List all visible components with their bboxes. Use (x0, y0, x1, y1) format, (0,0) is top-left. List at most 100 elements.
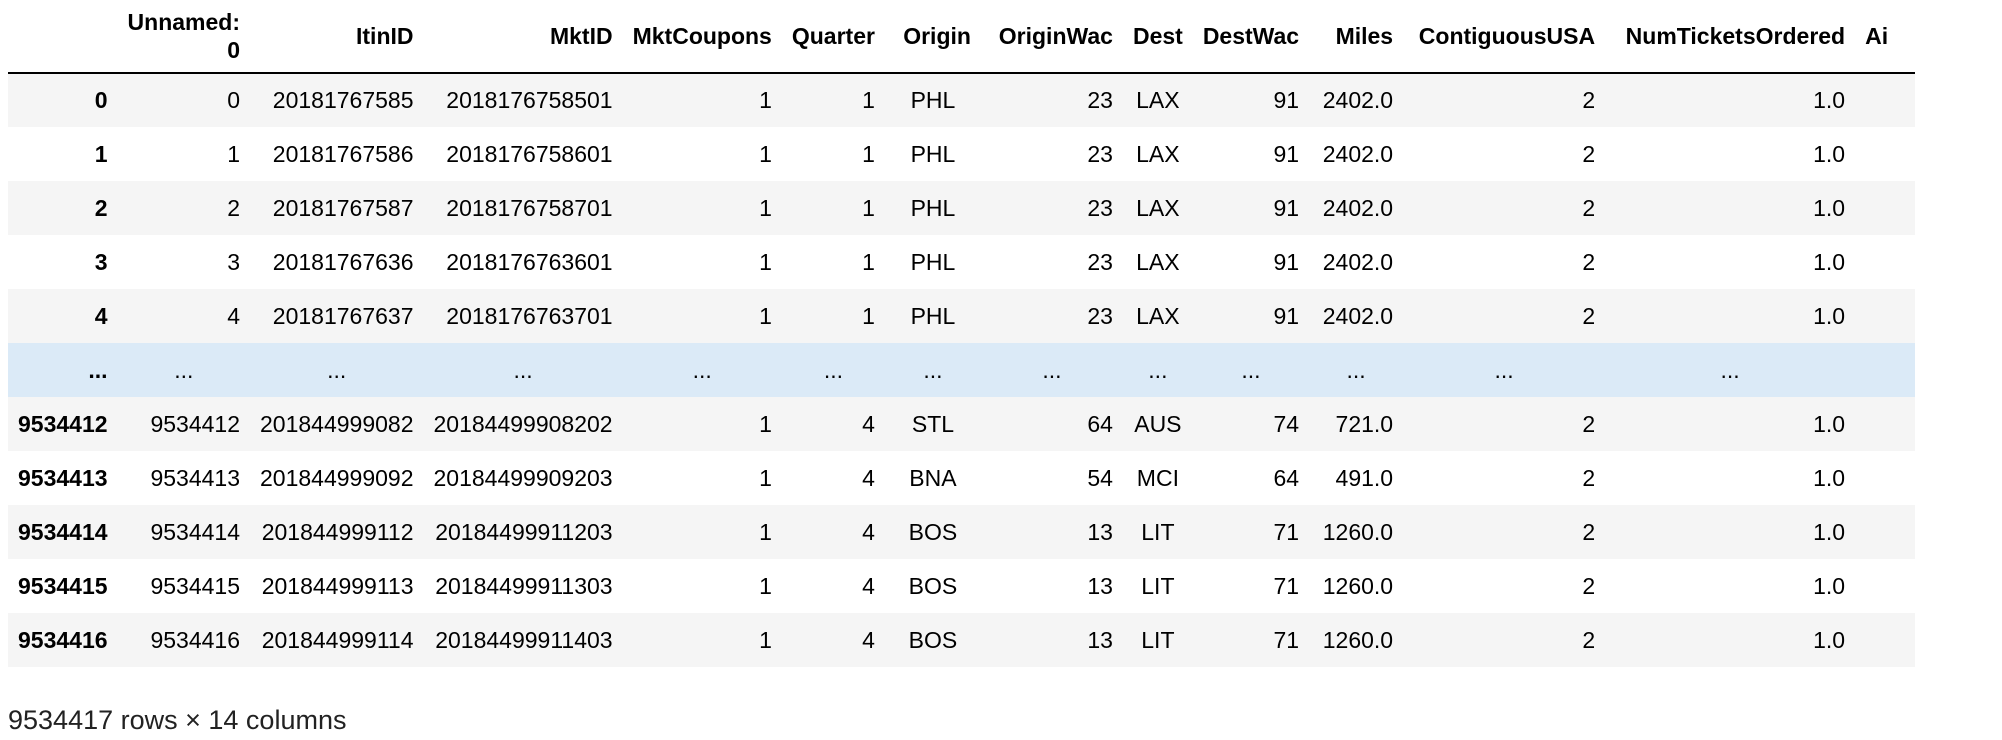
table-cell: 1.0 (1813, 410, 1846, 437)
table-cell: BOS (908, 626, 958, 653)
table-cell: 1260.0 (1322, 626, 1394, 653)
table-row: 9534412 9534412 201844999082 20184499908202… (8, 397, 1916, 451)
table-cell: 1.0 (1813, 626, 1846, 653)
table-cell: 1.0 (1813, 140, 1846, 167)
table-cell: 13 (1087, 572, 1113, 599)
table-cell: 23 (1087, 140, 1113, 167)
table-cell: BOS (908, 518, 958, 545)
table-cell: 2 (1582, 248, 1596, 275)
table-cell: 20184499911303 (435, 572, 613, 599)
table-cell (1855, 235, 1915, 289)
table-cell: STL (911, 410, 955, 437)
table-cell: 91 (1273, 140, 1300, 167)
column-header: NumTicketsOrdered (1605, 0, 1856, 74)
table-cell: 201844999112 (261, 518, 414, 545)
table-cell: PHL (910, 87, 956, 113)
column-header: ContiguousUSA (1403, 0, 1606, 74)
table-cell: 1 (759, 626, 772, 653)
table-cell (1855, 505, 1915, 559)
table-cell: 54 (1087, 464, 1113, 491)
header-row: Unnamed: 0 ItinID MktID MktCoupons Quarter Or… (8, 0, 1916, 74)
table-cell: 201844999092 (260, 464, 414, 491)
row-index: 9534413 (18, 464, 108, 491)
table-row: 9534414 9534414 201844999112 20184499911203… (8, 505, 1916, 559)
table-row: 0 0 20181767585 2018176758501 1 1 PHL 23 LAX 91 24… (8, 73, 1916, 127)
table-cell: ... (1346, 356, 1366, 383)
table-cell (1855, 73, 1915, 127)
table-cell: BNA (909, 464, 957, 491)
table-cell: 20181767587 (272, 194, 414, 221)
table-cell: 20181767637 (272, 302, 414, 329)
table-row: 9534416 9534416 201844999114 20184499911403… (8, 613, 1916, 667)
row-index: 9534412 (18, 410, 108, 437)
table-cell: 1 (862, 194, 875, 221)
column-header: Dest (1122, 0, 1193, 74)
table-cell: 2 (1582, 572, 1596, 599)
table-cell: 91 (1273, 302, 1300, 329)
table-cell: 2 (1582, 518, 1596, 545)
table-cell: 91 (1273, 194, 1300, 221)
table-cell: 91 (1273, 248, 1300, 275)
table-cell: 2018176763701 (446, 302, 613, 329)
table-cell: AUS (1134, 410, 1182, 437)
table-cell: 2018176763601 (446, 248, 613, 275)
table-cell (1855, 289, 1915, 343)
table-cell: 2 (1582, 302, 1596, 329)
table-cell: 23 (1087, 194, 1113, 221)
table-cell: 2 (1582, 626, 1596, 653)
table-cell (1855, 451, 1915, 505)
table-cell: 74 (1273, 410, 1300, 437)
table-cell: ... (174, 356, 194, 383)
table-cell: 20181767585 (272, 87, 414, 113)
table-cell: 1 (227, 140, 240, 167)
table-cell: ... (1494, 356, 1514, 383)
dataframe-output: Unnamed: 0 ItinID MktID MktCoupons Quarter Or… (8, 0, 2002, 740)
table-cell: 201844999113 (261, 572, 414, 599)
table-cell: 20181767636 (272, 248, 414, 275)
table-cell: 1 (759, 518, 772, 545)
table-cell: 1.0 (1813, 518, 1846, 545)
table-cell: 91 (1273, 87, 1300, 113)
ellipsis-row: ....................................... (8, 343, 1916, 397)
table-cell: 1.0 (1813, 464, 1846, 491)
table-cell: 20184499911203 (435, 518, 613, 545)
column-header: Ai (1855, 0, 1916, 74)
column-header: DestWac (1192, 0, 1310, 74)
row-index: 9534415 (18, 572, 108, 599)
table-cell: 2 (1582, 464, 1596, 491)
table-cell: 9534416 (150, 626, 240, 653)
table-cell: 1.0 (1813, 248, 1846, 275)
table-cell: ... (923, 356, 943, 383)
table-cell: ... (1042, 356, 1062, 383)
row-index: 0 (94, 87, 108, 113)
table-cell: 4 (862, 626, 875, 653)
table-cell: 201844999114 (261, 626, 414, 653)
table-cell: 201844999082 (260, 410, 414, 437)
table-cell (1855, 343, 1915, 397)
row-index: 9534414 (18, 518, 108, 545)
table-cell: 2018176758501 (446, 87, 613, 113)
table-row: 3 3 20181767636 2018176763601 1 1 PHL 23 LAX 91 24… (8, 235, 1916, 289)
column-header: Quarter (781, 0, 885, 74)
table-cell: 2402.0 (1322, 248, 1394, 275)
column-header: Miles (1309, 0, 1404, 74)
table-cell: 20184499909203 (433, 464, 613, 491)
table-cell: 1 (862, 248, 875, 275)
table-cell: 721.0 (1335, 410, 1394, 437)
table-cell: ... (1720, 356, 1740, 383)
table-cell: ... (823, 356, 843, 383)
table-cell: 2 (1582, 87, 1596, 113)
column-header: MktID (423, 0, 623, 74)
row-index: 9534416 (18, 626, 108, 653)
table-cell: 64 (1273, 464, 1300, 491)
table-cell: 1260.0 (1322, 518, 1394, 545)
table-cell: PHL (910, 248, 956, 275)
table-cell: ... (692, 356, 712, 383)
table-header: Unnamed: 0 ItinID MktID MktCoupons Quarter Or… (8, 0, 1916, 74)
table-cell: 0 (227, 87, 240, 113)
table-cell: LIT (1141, 626, 1175, 653)
table-row: 9534413 9534413 201844999092 20184499909203… (8, 451, 1916, 505)
table-cell: LAX (1136, 194, 1180, 221)
table-cell: 71 (1273, 572, 1300, 599)
row-index: 1 (94, 140, 108, 167)
